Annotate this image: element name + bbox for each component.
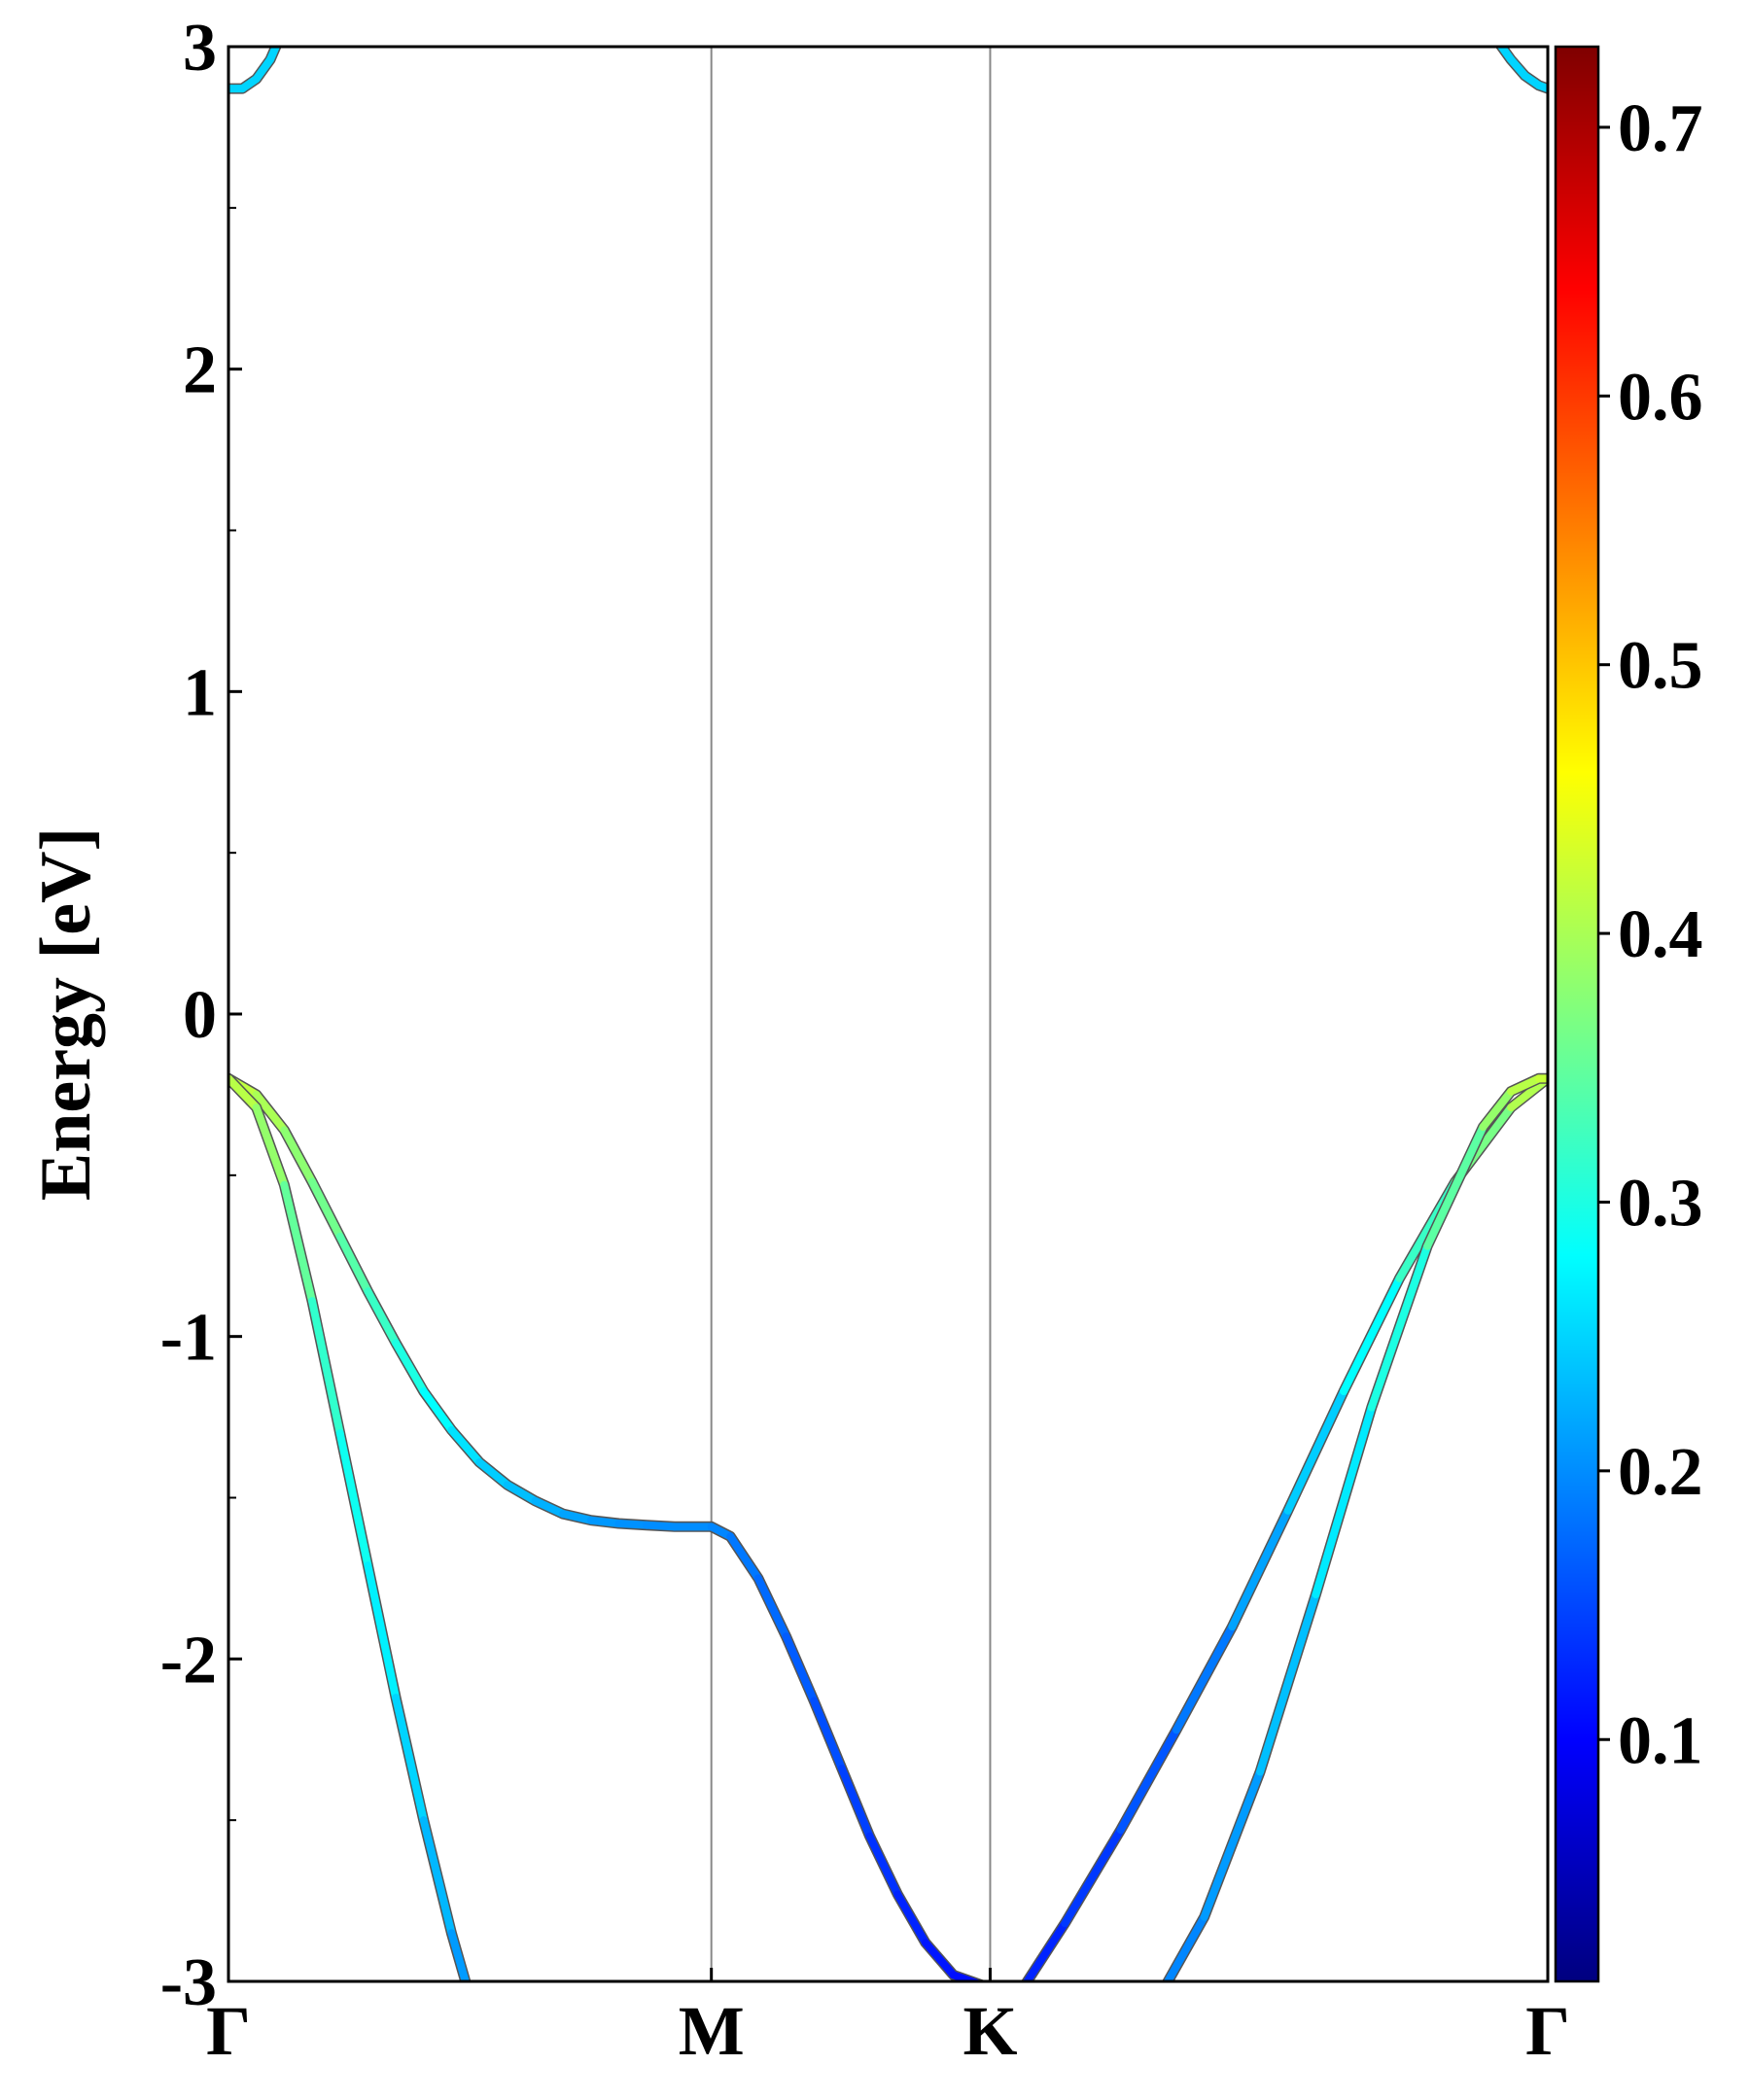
plot-frame <box>227 45 1550 1983</box>
y-tick-label: -3 <box>160 1945 217 2020</box>
band-2-segment <box>252 1103 289 1189</box>
band-4-segment <box>1479 1087 1516 1132</box>
band-1-segment <box>364 1287 401 1348</box>
band-lines <box>228 47 1548 2079</box>
band-5-segment <box>252 55 275 84</box>
band-4-outline <box>1162 1072 1548 1981</box>
band-3-segment <box>1116 1726 1181 1835</box>
band-3-segment <box>1172 1623 1237 1734</box>
band-4-segment <box>1423 1123 1488 1250</box>
band-1-segment <box>308 1177 344 1241</box>
band-2-segment <box>392 1694 428 1825</box>
band-1-segment <box>726 1532 762 1583</box>
y-axis-ticks: 3 2 1 0 -1 -2 -3 <box>160 11 242 2020</box>
y-tick-label: 0 <box>183 978 217 1053</box>
band-6-segment <box>1534 81 1548 93</box>
band-1-segment <box>614 1520 651 1529</box>
band-1-segment <box>810 1697 846 1773</box>
band-1-segment <box>837 1765 874 1840</box>
colorbar-tick-label: 0.7 <box>1618 91 1703 166</box>
band-3-segment <box>1228 1506 1292 1631</box>
band-3-outline <box>1021 1072 1548 1981</box>
band-1-segment <box>503 1481 540 1505</box>
band-4 <box>1162 1072 1548 1981</box>
colorbar-ticks: 0.1 0.2 0.3 0.4 0.5 0.6 0.7 <box>1598 91 1703 1778</box>
band-1-segment <box>475 1458 511 1489</box>
colorbar-tick-label: 0.5 <box>1618 629 1703 704</box>
band-4-segment <box>1200 1768 1265 1921</box>
band-2-segment <box>280 1180 317 1306</box>
k-point-gridlines <box>710 47 992 1981</box>
band-3-segment <box>1340 1274 1404 1396</box>
y-axis-label: Energy [eV] <box>26 827 106 1201</box>
y-tick-label: 3 <box>183 11 217 86</box>
band-5-segment <box>266 47 281 64</box>
band-1-segment <box>643 1521 679 1531</box>
band-1-segment <box>921 1939 958 1979</box>
band-1-segment <box>782 1632 819 1705</box>
colorbar <box>1554 45 1600 1983</box>
colorbar-tick-label: 0.6 <box>1618 360 1703 435</box>
band-2-segment <box>228 1074 261 1112</box>
x-tick-label: M <box>679 1992 745 2070</box>
band-1-segment <box>586 1516 623 1528</box>
band-3-segment <box>1283 1387 1348 1515</box>
band-1-segment <box>280 1126 317 1186</box>
y-tick-label: -2 <box>160 1623 217 1698</box>
colorbar-tick-label: 0.3 <box>1618 1166 1703 1241</box>
x-tick-label: K <box>962 1992 1017 2070</box>
band-1-segment <box>419 1387 456 1434</box>
band-1-segment <box>893 1890 929 1947</box>
y-tick-label: -1 <box>160 1301 217 1376</box>
x-tick-label: Γ <box>1525 1992 1570 2070</box>
band-2-segment <box>308 1297 344 1438</box>
x-tick-label: Γ <box>206 1992 251 2070</box>
band-4-segment <box>1507 1074 1543 1096</box>
band-1-segment <box>753 1574 790 1641</box>
band-4-segment <box>1163 1912 1208 1981</box>
band-6-segment <box>1496 47 1516 64</box>
band-3-segment <box>1061 1826 1125 1928</box>
band-2-segment <box>479 2030 493 2079</box>
band-2-segment <box>419 1816 456 1938</box>
y-tick-label: 1 <box>183 655 217 730</box>
band-2 <box>228 1072 493 2079</box>
band-6 <box>1494 47 1548 94</box>
band-1-segment <box>559 1510 595 1524</box>
band-1-segment <box>252 1090 289 1135</box>
band-1-segment <box>949 1971 984 1981</box>
band-1-segment <box>531 1496 568 1519</box>
band-4-segment <box>1367 1242 1432 1412</box>
band-2-segment <box>447 1929 470 1981</box>
band-1 <box>228 1072 988 1981</box>
y-tick-label: 2 <box>183 333 217 408</box>
band-1-segment <box>335 1232 372 1296</box>
band-1-segment <box>392 1339 428 1396</box>
colorbar-tick-label: 0.4 <box>1618 897 1703 972</box>
band-2-segment <box>335 1429 372 1570</box>
band-4-segment <box>1312 1403 1376 1598</box>
band-1-segment <box>865 1832 902 1899</box>
band-5 <box>228 47 282 94</box>
band-1-segment <box>447 1425 484 1467</box>
colorbar-tick-label: 0.1 <box>1618 1703 1703 1778</box>
band-3-segment <box>1022 1919 1069 1981</box>
band-2-segment <box>364 1561 401 1702</box>
band-4-segment <box>1256 1591 1320 1776</box>
band-3 <box>1021 1072 1548 1981</box>
colorbar-tick-label: 0.2 <box>1618 1435 1703 1510</box>
